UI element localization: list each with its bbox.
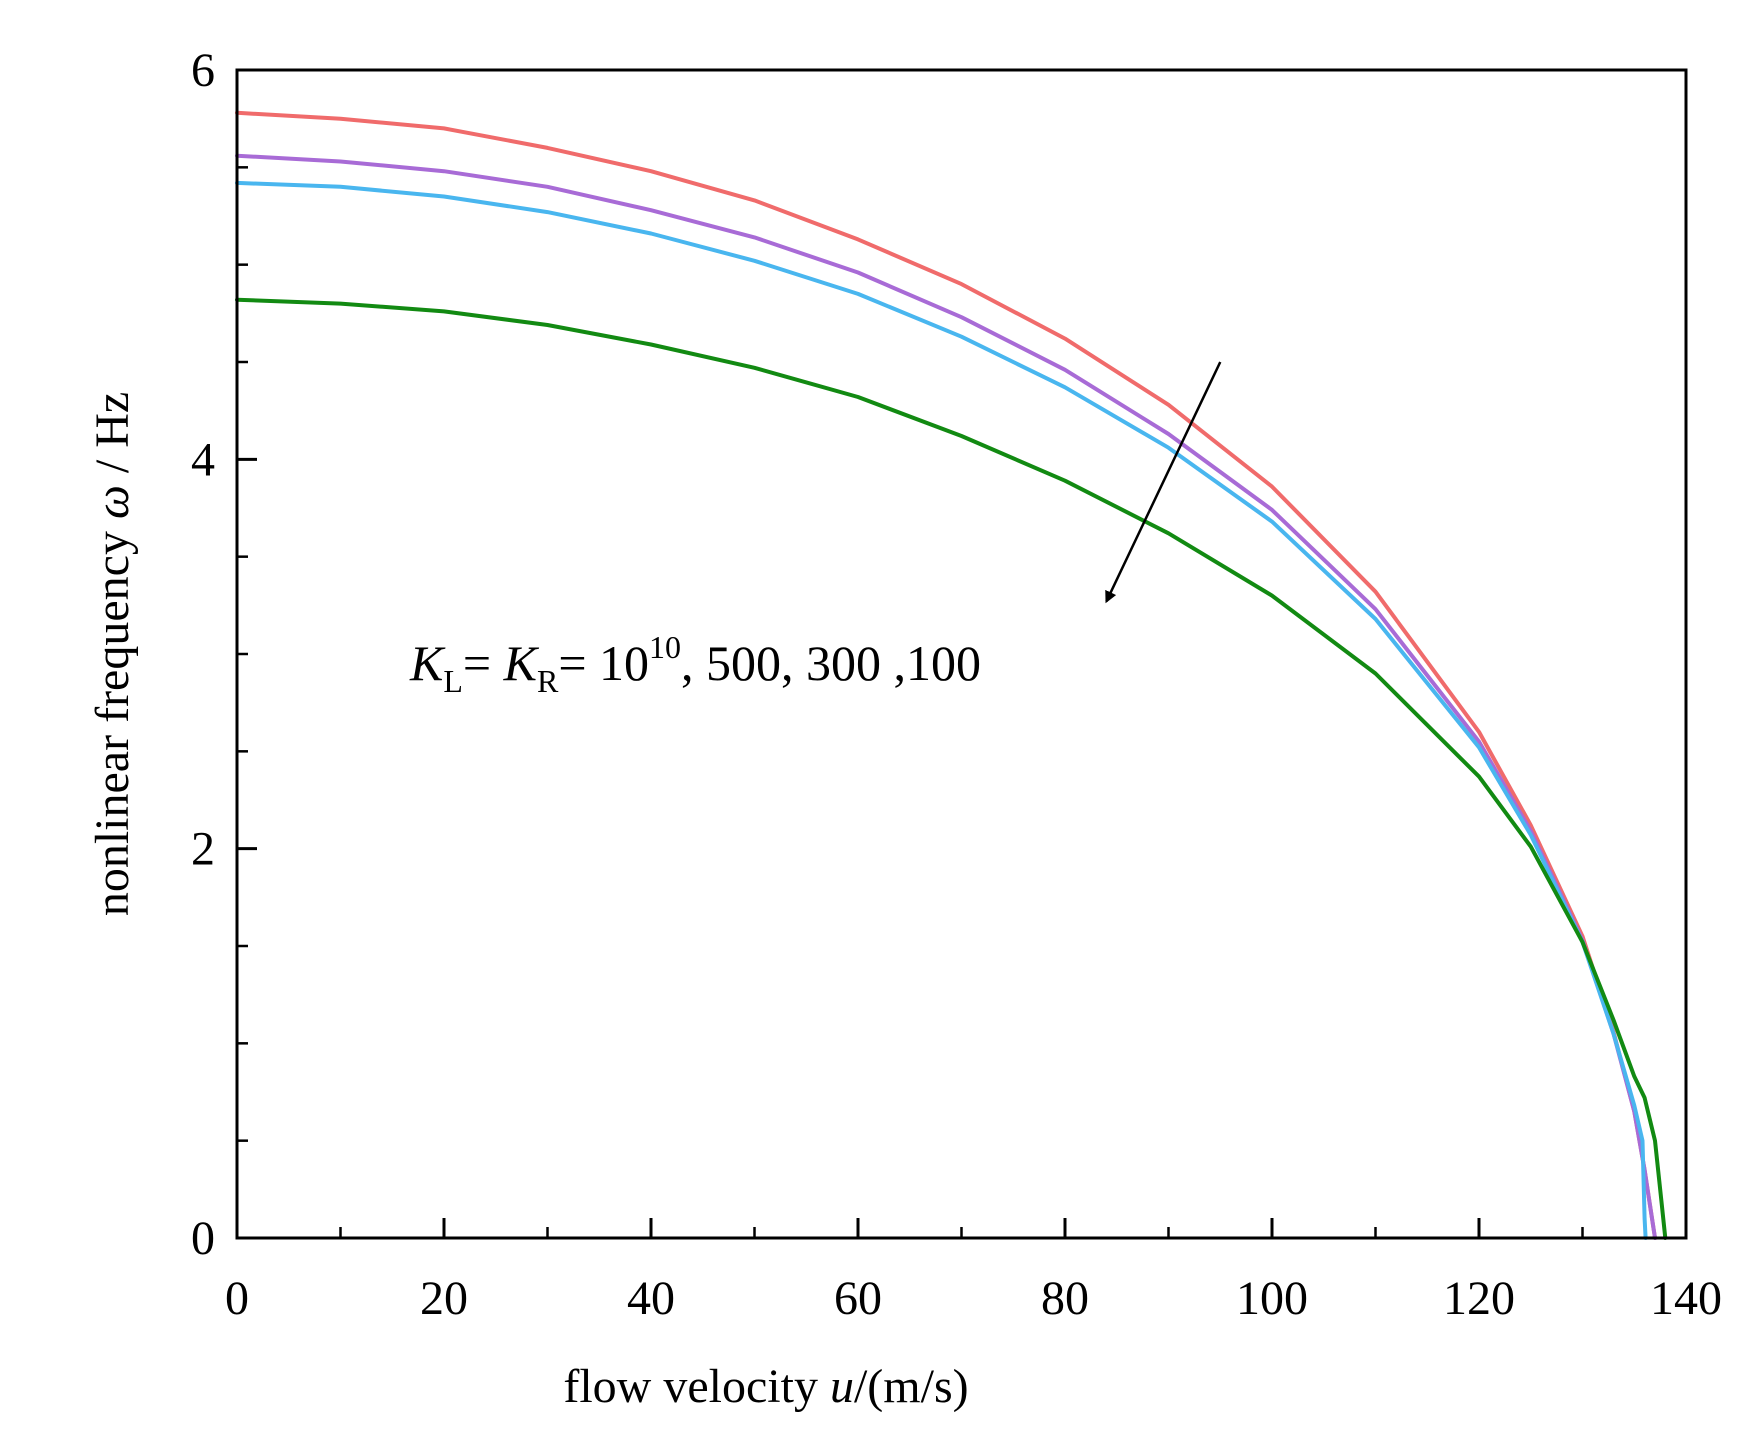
series-line <box>235 180 1648 1240</box>
x-tick-label: 60 <box>834 1272 882 1325</box>
x-tick-label: 0 <box>225 1272 249 1325</box>
y-axis-title: nonlinear frequency ω / Hz <box>86 392 139 916</box>
x-axis-title: flow velocity u/(m/s) <box>563 1360 968 1413</box>
x-tick-label: 100 <box>1236 1272 1308 1325</box>
series-line <box>235 297 1668 1240</box>
series-annotation: KL= KR= 1010, 500, 300 ,100 <box>409 629 981 699</box>
ticks-layer: 0 20 40 60 80 100 120 140 0 2 4 6 <box>191 44 1722 1325</box>
x-tick-label: 20 <box>420 1272 468 1325</box>
y-tick-label: 2 <box>191 823 215 876</box>
x-tick-label: 80 <box>1041 1272 1089 1325</box>
x-tick-label: 120 <box>1443 1272 1515 1325</box>
y-tick-label: 6 <box>191 44 215 97</box>
y-tick-label: 4 <box>191 433 215 486</box>
y-tick-label: 0 <box>191 1212 215 1265</box>
x-tick-label: 140 <box>1650 1272 1722 1325</box>
series-layer <box>235 110 1668 1240</box>
x-tick-label: 40 <box>627 1272 675 1325</box>
trend-arrow <box>1105 361 1222 604</box>
